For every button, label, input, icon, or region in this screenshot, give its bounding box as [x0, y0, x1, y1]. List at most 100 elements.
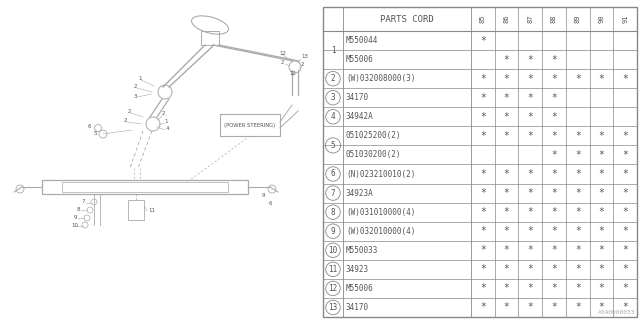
Text: *: *: [480, 284, 486, 293]
Text: *: *: [551, 93, 557, 103]
Text: 1: 1: [331, 45, 335, 55]
Text: 34923A: 34923A: [346, 188, 374, 197]
Text: 2: 2: [331, 74, 335, 83]
Text: 2: 2: [162, 111, 166, 116]
Text: *: *: [622, 302, 628, 312]
Text: *: *: [622, 245, 628, 255]
Text: 90: 90: [598, 15, 604, 23]
Text: *: *: [622, 188, 628, 198]
Text: *: *: [504, 207, 509, 217]
Text: *: *: [575, 131, 580, 141]
Text: 3: 3: [331, 93, 335, 102]
Bar: [128, 200, 144, 220]
Text: 2: 2: [128, 109, 131, 114]
Text: 1: 1: [164, 119, 168, 124]
Text: (W)031010000(4): (W)031010000(4): [346, 208, 415, 217]
Text: *: *: [622, 264, 628, 274]
Text: *: *: [527, 264, 533, 274]
Bar: [220, 114, 280, 136]
Text: *: *: [551, 245, 557, 255]
Text: 2: 2: [301, 62, 305, 67]
Text: 11: 11: [328, 265, 338, 274]
Text: 12: 12: [328, 284, 338, 293]
Text: *: *: [598, 302, 604, 312]
Text: *: *: [504, 284, 509, 293]
Text: 6: 6: [88, 124, 92, 129]
Text: *: *: [551, 226, 557, 236]
Text: 1: 1: [138, 76, 141, 81]
Text: 4: 4: [331, 112, 335, 121]
Text: 7: 7: [82, 199, 86, 204]
Text: *: *: [551, 188, 557, 198]
Text: *: *: [622, 207, 628, 217]
Text: M550044: M550044: [346, 36, 378, 45]
Text: 5: 5: [331, 141, 335, 150]
Text: *: *: [575, 245, 580, 255]
Text: A340000033: A340000033: [598, 310, 635, 315]
Text: *: *: [551, 55, 557, 65]
Text: *: *: [480, 207, 486, 217]
Text: *: *: [575, 226, 580, 236]
Text: *: *: [480, 93, 486, 103]
Text: *: *: [504, 302, 509, 312]
Text: *: *: [527, 284, 533, 293]
Text: *: *: [575, 284, 580, 293]
Text: *: *: [504, 188, 509, 198]
Text: *: *: [598, 264, 604, 274]
Text: *: *: [504, 112, 509, 122]
Text: *: *: [575, 207, 580, 217]
Text: 9: 9: [74, 215, 77, 220]
Text: 11: 11: [148, 208, 155, 213]
Text: *: *: [504, 74, 509, 84]
Text: 88: 88: [551, 15, 557, 23]
Text: *: *: [480, 302, 486, 312]
Text: *: *: [598, 169, 604, 179]
Text: 8: 8: [331, 208, 335, 217]
Text: *: *: [598, 226, 604, 236]
Text: 2: 2: [134, 84, 138, 89]
Bar: [323, 7, 637, 317]
Text: *: *: [622, 74, 628, 84]
Text: *: *: [527, 226, 533, 236]
Text: *: *: [622, 150, 628, 160]
Text: *: *: [504, 264, 509, 274]
Text: *: *: [480, 188, 486, 198]
Text: 89: 89: [575, 15, 580, 23]
Text: *: *: [575, 264, 580, 274]
Text: *: *: [598, 131, 604, 141]
Text: 91: 91: [622, 15, 628, 23]
Text: *: *: [527, 131, 533, 141]
Text: *: *: [598, 74, 604, 84]
Text: 10: 10: [328, 246, 338, 255]
Text: *: *: [551, 131, 557, 141]
Text: *: *: [575, 74, 580, 84]
Text: *: *: [480, 226, 486, 236]
Text: 12: 12: [289, 71, 296, 76]
Text: 9: 9: [262, 193, 266, 198]
Text: *: *: [622, 131, 628, 141]
Text: *: *: [480, 245, 486, 255]
Text: 4: 4: [166, 126, 170, 131]
Text: 13: 13: [301, 54, 308, 59]
Text: *: *: [575, 302, 580, 312]
Text: *: *: [551, 150, 557, 160]
Text: *: *: [504, 169, 509, 179]
Text: *: *: [480, 36, 486, 45]
Text: 051025200(2): 051025200(2): [346, 132, 401, 140]
Text: *: *: [551, 207, 557, 217]
Text: *: *: [480, 131, 486, 141]
Text: *: *: [504, 226, 509, 236]
Text: PARTS CORD: PARTS CORD: [380, 14, 434, 23]
Text: 7: 7: [331, 188, 335, 197]
Text: *: *: [527, 207, 533, 217]
Text: 34170: 34170: [346, 93, 369, 102]
Text: (W)032008000(3): (W)032008000(3): [346, 74, 415, 83]
Text: 13: 13: [328, 303, 338, 312]
Text: 3: 3: [134, 94, 138, 99]
Text: *: *: [480, 264, 486, 274]
Text: *: *: [504, 245, 509, 255]
Text: *: *: [504, 55, 509, 65]
Text: *: *: [504, 131, 509, 141]
Text: 8: 8: [77, 207, 81, 212]
Text: (W)032010000(4): (W)032010000(4): [346, 227, 415, 236]
